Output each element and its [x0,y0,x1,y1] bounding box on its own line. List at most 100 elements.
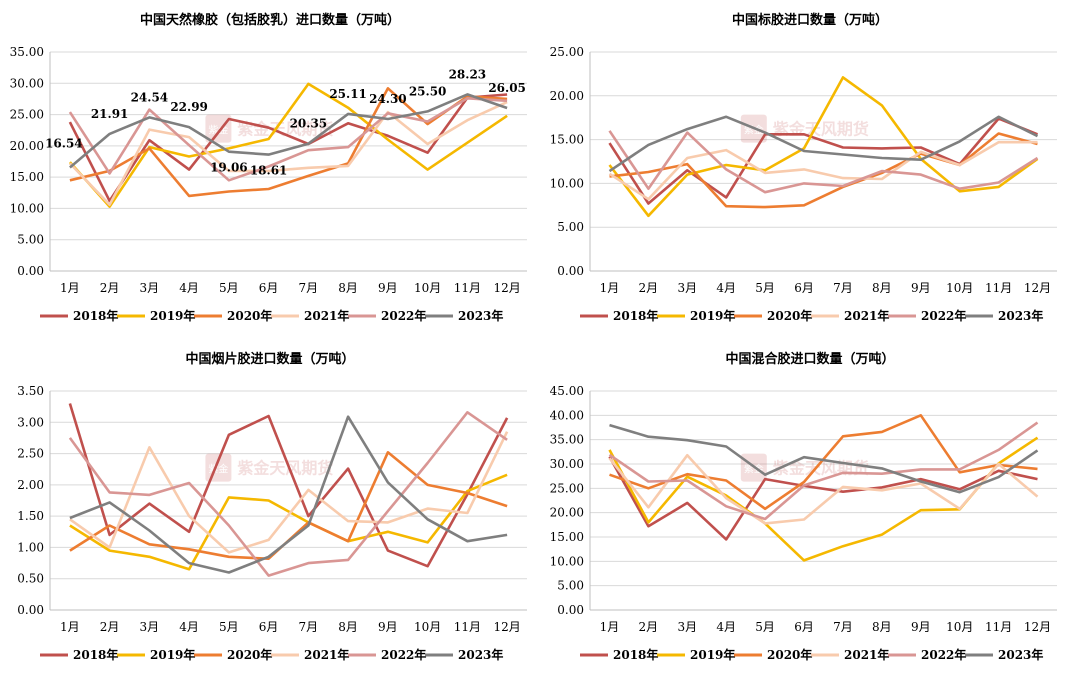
line-chart: 中国烟片胶进口数量（万吨） 0.00 0.50 1.00 1.50 2.00 2.50 3.0… [17,351,527,662]
watermark: 紫金 紫金天风期货 [205,114,333,143]
legend-item: 2020年 [194,647,272,662]
y-tick-label: 10.00 [550,554,584,568]
series-line-2019 [608,436,1039,562]
legend-label: 2019年 [690,647,735,662]
panel-natural-rubber: 中国天然橡胶（包括胶乳）进口数量（万吨） 0.00 5.00 10.00 15.00 20… [0,0,540,339]
legend-label: 2020年 [767,647,812,662]
legend-label: 2022年 [921,308,966,323]
x-tick-label: 12月 [493,281,520,295]
x-tick-label: 2月 [100,620,120,634]
series-line-2018 [608,117,1038,205]
data-label: 25.11 [329,87,367,101]
x-tick-label: 2月 [639,620,659,634]
data-label: 24.30 [369,92,407,106]
y-tick-label: 15.00 [550,530,584,544]
legend-label: 2020年 [227,308,272,323]
x-tick-label: 1月 [60,620,80,634]
x-tick-label: 10月 [946,281,973,295]
data-label: 22.99 [170,100,208,114]
legend-item: 2023年 [425,647,503,662]
x-tick-label: 12月 [493,620,520,634]
y-tick-label: 3.50 [17,384,44,398]
panel-smoked-sheet: 中国烟片胶进口数量（万吨） 0.00 0.50 1.00 1.50 2.00 2.50 3.0… [0,339,540,678]
legend-label: 2021年 [844,308,889,323]
x-tick-label: 10月 [946,620,973,634]
legend-item: 2018年 [580,308,658,323]
watermark-seal-icon [205,114,232,143]
y-tick-label: 0.00 [557,603,584,617]
data-label: 16.54 [45,137,83,151]
legend-item: 2023年 [965,308,1043,323]
x-tick-label: 3月 [140,620,160,634]
legend-label: 2018年 [613,647,658,662]
x-tick-label: 12月 [1024,620,1051,634]
series-line-2023 [609,423,1039,494]
legend-item: 2018年 [580,647,658,662]
legend-item: 2022年 [348,647,426,662]
x-tick-label: 7月 [833,281,853,295]
y-tick-label: 1.00 [17,540,44,554]
legend-item: 2022年 [348,308,426,323]
y-tick-label: 20.00 [10,139,44,153]
x-tick-label: 5月 [755,620,775,634]
line-chart: 中国混合胶进口数量（万吨） 0.00 5.00 10.00 15.00 20.00 25.0… [550,351,1057,662]
x-tick-label: 4月 [716,281,736,295]
legend-item: 2019年 [117,308,195,323]
x-tick-label: 9月 [911,620,931,634]
line-chart: 中国天然橡胶（包括胶乳）进口数量（万吨） 0.00 5.00 10.00 15.00 20… [10,12,527,323]
legend-label: 2019年 [150,647,195,662]
x-tick-label: 7月 [299,620,319,634]
legend-item: 2019年 [657,647,735,662]
x-tick-label: 1月 [600,620,620,634]
x-tick-label: 11月 [985,281,1012,295]
x-tick-label: 9月 [378,620,398,634]
legend-item: 2020年 [194,308,272,323]
data-label: 18.61 [250,164,288,178]
data-label: 28.23 [449,67,487,81]
x-tick-label: 6月 [794,281,814,295]
y-tick-label: 15.00 [550,133,584,147]
legend-label: 2022年 [921,647,966,662]
series-line-2020 [69,87,508,198]
legend-item: 2022年 [888,647,966,662]
y-tick-label: 30.00 [10,76,44,90]
x-tick-label: 10月 [414,620,441,634]
y-tick-label: 2.50 [17,447,44,461]
legend-label: 2022年 [381,647,426,662]
x-tick-label: 10月 [414,281,441,295]
series-line-2018 [68,403,509,568]
legend-item: 2023年 [425,308,503,323]
x-tick-label: 7月 [833,620,853,634]
x-tick-label: 5月 [219,281,239,295]
legend-label: 2023年 [998,647,1043,662]
legend-item: 2022年 [888,308,966,323]
chart-title: 中国烟片胶进口数量（万吨） [185,351,354,367]
y-tick-label: 30.00 [550,457,584,471]
x-tick-label: 8月 [872,281,892,295]
series-line-2022 [608,130,1039,194]
chart-title: 中国混合胶进口数量（万吨） [725,351,894,367]
legend-item: 2018年 [40,647,118,662]
y-tick-label: 35.00 [550,433,584,447]
legend-item: 2020年 [734,647,812,662]
chart-title: 中国天然橡胶（包括胶乳）进口数量（万吨） [140,12,400,28]
x-tick-label: 7月 [299,281,319,295]
data-label: 26.05 [488,81,526,95]
legend-label: 2019年 [690,308,735,323]
y-tick-label: 3.00 [17,415,44,429]
x-tick-label: 2月 [100,281,120,295]
series-line-2021 [608,453,1039,525]
panel-mixed-rubber: 中国混合胶进口数量（万吨） 0.00 5.00 10.00 15.00 20.00 25.0… [540,339,1080,678]
legend-label: 2021年 [844,647,889,662]
x-tick-label: 2月 [639,281,659,295]
data-label: 20.35 [290,117,328,131]
legend-label: 2020年 [227,647,272,662]
legend-item: 2021年 [811,308,889,323]
x-tick-label: 8月 [872,620,892,634]
x-tick-label: 8月 [338,281,358,295]
series-line-2021 [68,100,508,206]
y-tick-label: 0.00 [17,264,44,278]
legend-item: 2019年 [657,308,735,323]
watermark-seal-text: 紫金 [744,463,764,476]
y-tick-label: 40.00 [550,408,584,422]
